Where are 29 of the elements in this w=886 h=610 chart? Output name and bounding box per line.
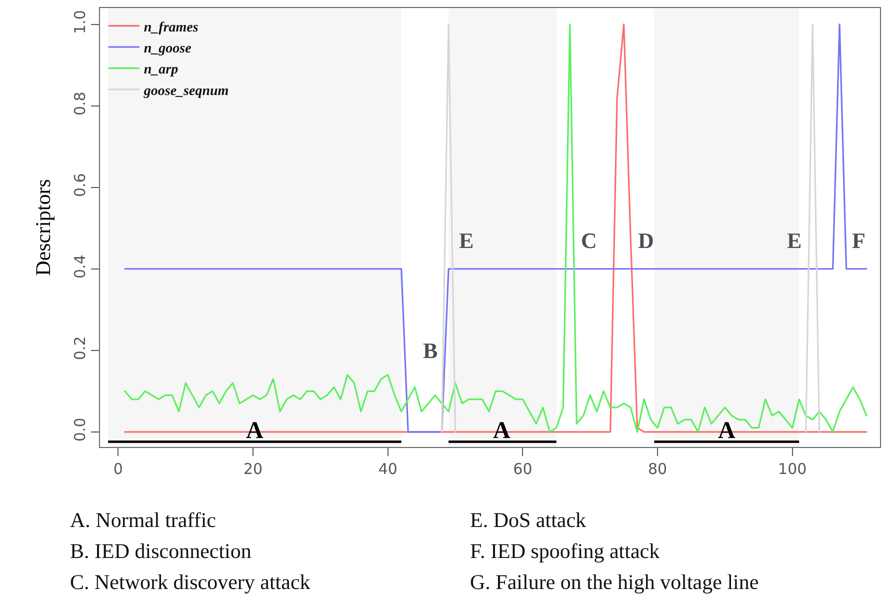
text: A. Normal traffic bbox=[70, 508, 217, 534]
y-tick-label: 1.0 bbox=[70, 10, 89, 34]
x-tick-label: 60 bbox=[513, 460, 532, 478]
x-tick-label: 20 bbox=[243, 460, 263, 478]
text: C. Network discovery attack bbox=[70, 570, 312, 596]
x-tick-label: 80 bbox=[648, 460, 668, 478]
y-tick-label: 0.8 bbox=[70, 92, 89, 116]
x-tick-label: 40 bbox=[378, 460, 398, 478]
x-tick-label: 0 bbox=[113, 460, 123, 478]
annotation: F bbox=[852, 228, 866, 253]
y-tick-label: 0.0 bbox=[70, 418, 89, 442]
legend-label: n_frames bbox=[144, 20, 199, 36]
annotation: D bbox=[638, 228, 654, 253]
annotation: B bbox=[423, 338, 438, 363]
annotation: C bbox=[581, 228, 597, 253]
y-axis-title: Descriptors bbox=[31, 179, 56, 276]
x-tick-label: 100 bbox=[778, 460, 807, 478]
y-tick-label: 0.4 bbox=[70, 254, 89, 279]
legend-label: n_goose bbox=[144, 41, 192, 56]
text: E. DoS attack bbox=[470, 508, 588, 534]
legend-label: goose_seqnum bbox=[142, 84, 229, 99]
y-tick-label: 0.2 bbox=[70, 336, 89, 360]
annotation: E bbox=[787, 228, 802, 253]
text: B. IED disconnection bbox=[70, 539, 252, 565]
text: F. IED spoofing attack bbox=[470, 539, 661, 565]
y-tick-label: 0.6 bbox=[70, 173, 89, 198]
legend-label: n_arp bbox=[144, 62, 178, 78]
text: G. Failure on the high voltage line bbox=[470, 570, 760, 596]
annotation: E bbox=[459, 228, 474, 253]
